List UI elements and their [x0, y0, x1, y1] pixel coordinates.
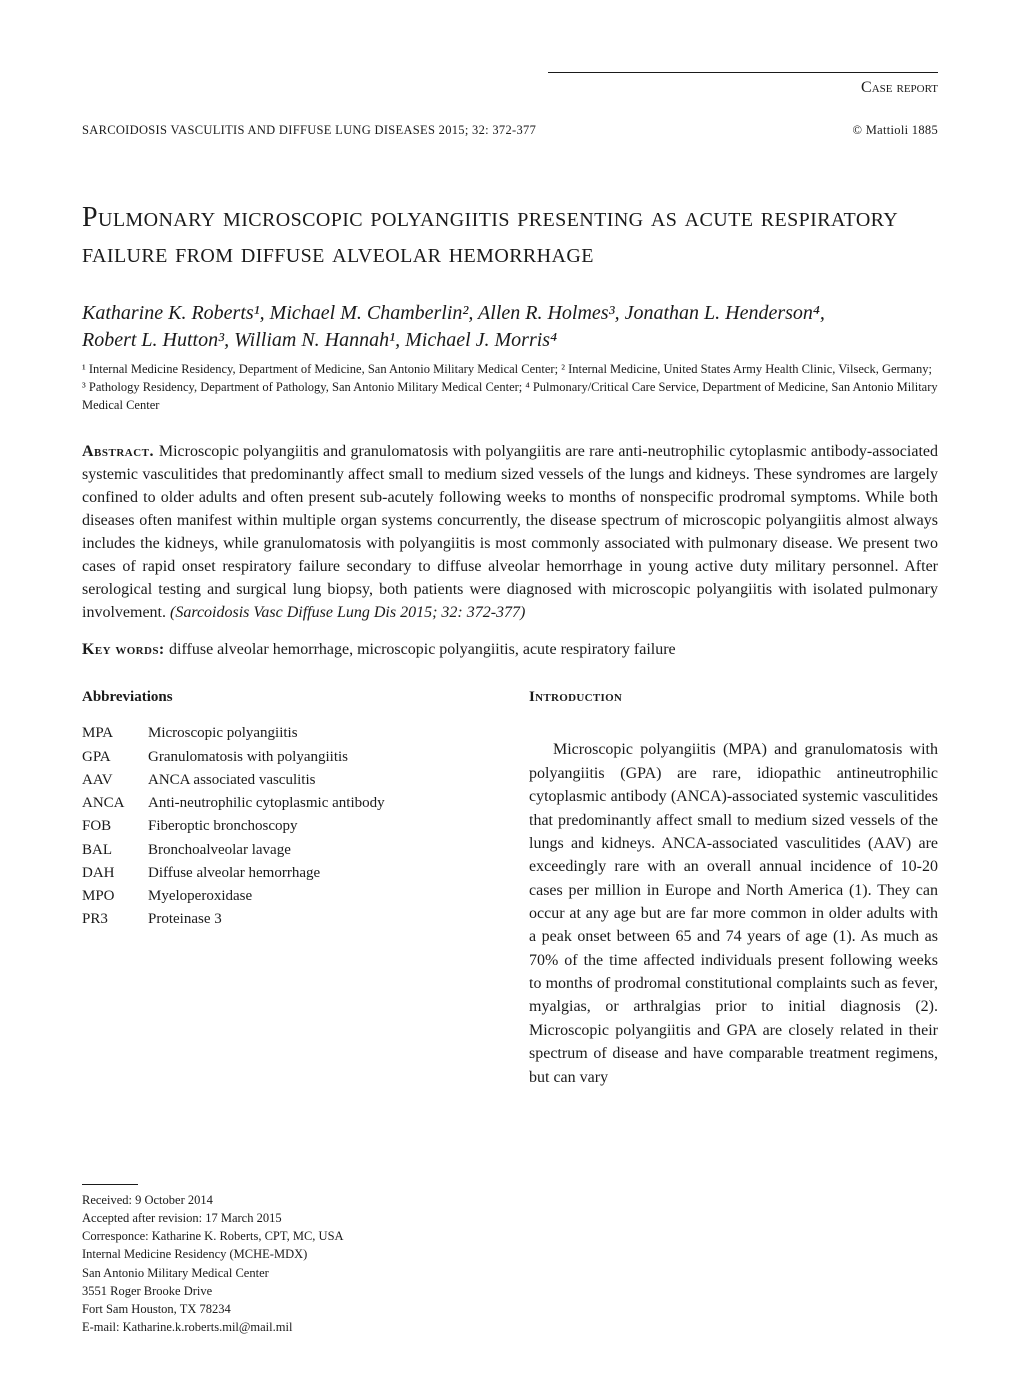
top-rule — [548, 72, 938, 73]
corr-line: E-mail: Katharine.k.roberts.mil@mail.mil — [82, 1318, 491, 1336]
column-spacer — [82, 932, 491, 1156]
authors-line: Katharine K. Roberts¹, Michael M. Chambe… — [82, 300, 938, 354]
abbr-row: PR3Proteinase 3 — [82, 908, 491, 931]
abbr-val: Myeloperoxidase — [148, 885, 491, 908]
page: Case report SARCOIDOSIS VASCULITIS AND D… — [0, 0, 1020, 1376]
abbr-row: MPOMyeloperoxidase — [82, 885, 491, 908]
authors-line-2: Robert L. Hutton³, William N. Hannah¹, M… — [82, 329, 557, 351]
abstract: Abstract. Microscopic polyangiitis and g… — [82, 440, 938, 624]
corr-line: San Antonio Military Medical Center — [82, 1264, 491, 1282]
keywords-text: diffuse alveolar hemorrhage, microscopic… — [169, 641, 676, 658]
abbr-val: Proteinase 3 — [148, 908, 491, 931]
abbr-val: Diffuse alveolar hemorrhage — [148, 862, 491, 885]
abstract-citation: (Sarcoidosis Vasc Diffuse Lung Dis 2015;… — [170, 604, 525, 621]
abstract-firstline: Microscopic polyangiitis and granulomato… — [159, 443, 783, 460]
corr-line: Corresponce: Katharine K. Roberts, CPT, … — [82, 1227, 491, 1245]
abbr-key: ANCA — [82, 792, 148, 815]
abbr-val: Bronchoalveolar lavage — [148, 839, 491, 862]
abbr-row: FOBFiberoptic bronchoscopy — [82, 815, 491, 838]
introduction-body: Microscopic polyangiitis (MPA) and granu… — [529, 738, 938, 1088]
abbr-key: MPO — [82, 885, 148, 908]
abbr-key: DAH — [82, 862, 148, 885]
running-head-left: SARCOIDOSIS VASCULITIS AND DIFFUSE LUNG … — [82, 123, 536, 138]
abbr-key: GPA — [82, 746, 148, 769]
abbreviations-table: MPAMicroscopic polyangiitis GPAGranuloma… — [82, 722, 491, 931]
corr-line: Internal Medicine Residency (MCHE-MDX) — [82, 1245, 491, 1263]
running-head-right: © Mattioli 1885 — [852, 123, 938, 138]
abbr-key: BAL — [82, 839, 148, 862]
abbr-key: PR3 — [82, 908, 148, 931]
corr-line: Accepted after revision: 17 March 2015 — [82, 1209, 491, 1227]
right-column: Introduction Microscopic polyangiitis (M… — [529, 689, 938, 1336]
abbr-val: ANCA associated vasculitis — [148, 769, 491, 792]
corr-line: Fort Sam Houston, TX 78234 — [82, 1300, 491, 1318]
abbr-val: Granulomatosis with polyangiitis — [148, 746, 491, 769]
corr-line: 3551 Roger Brooke Drive — [82, 1282, 491, 1300]
abbr-row: GPAGranulomatosis with polyangiitis — [82, 746, 491, 769]
running-head: SARCOIDOSIS VASCULITIS AND DIFFUSE LUNG … — [82, 123, 938, 138]
abbr-row: AAVANCA associated vasculitis — [82, 769, 491, 792]
left-column: Abbreviations MPAMicroscopic polyangiiti… — [82, 689, 491, 1336]
abbr-val: Anti-neutrophilic cytoplasmic antibody — [148, 792, 491, 815]
abbr-key: AAV — [82, 769, 148, 792]
introduction-heading: Introduction — [529, 689, 938, 706]
abbr-val: Fiberoptic bronchoscopy — [148, 815, 491, 838]
abbreviations-heading: Abbreviations — [82, 689, 491, 706]
abbr-key: MPA — [82, 722, 148, 745]
two-columns: Abbreviations MPAMicroscopic polyangiiti… — [82, 689, 938, 1336]
abstract-body: mic antibody-associated systemic vasculi… — [82, 443, 938, 621]
abbr-val: Microscopic polyangiitis — [148, 722, 491, 745]
abbr-row: BALBronchoalveolar lavage — [82, 839, 491, 862]
top-rule-wrap — [82, 72, 938, 73]
abbr-row: ANCAAnti-neutrophilic cytoplasmic antibo… — [82, 792, 491, 815]
authors-line-1: Katharine K. Roberts¹, Michael M. Chambe… — [82, 302, 825, 324]
section-label: Case report — [82, 79, 938, 97]
correspondence-rule — [82, 1184, 138, 1185]
abbr-row: MPAMicroscopic polyangiitis — [82, 722, 491, 745]
correspondence-block: Received: 9 October 2014 Accepted after … — [82, 1191, 491, 1336]
keywords-lead: Key words: — [82, 641, 169, 658]
keywords: Key words: diffuse alveolar hemorrhage, … — [82, 638, 938, 661]
abbr-key: FOB — [82, 815, 148, 838]
abbr-row: DAHDiffuse alveolar hemorrhage — [82, 862, 491, 885]
affiliations: ¹ Internal Medicine Residency, Departmen… — [82, 360, 938, 414]
article-title: Pulmonary microscopic polyangiitis prese… — [82, 200, 938, 272]
corr-line: Received: 9 October 2014 — [82, 1191, 491, 1209]
abstract-lead: Abstract. — [82, 443, 159, 460]
